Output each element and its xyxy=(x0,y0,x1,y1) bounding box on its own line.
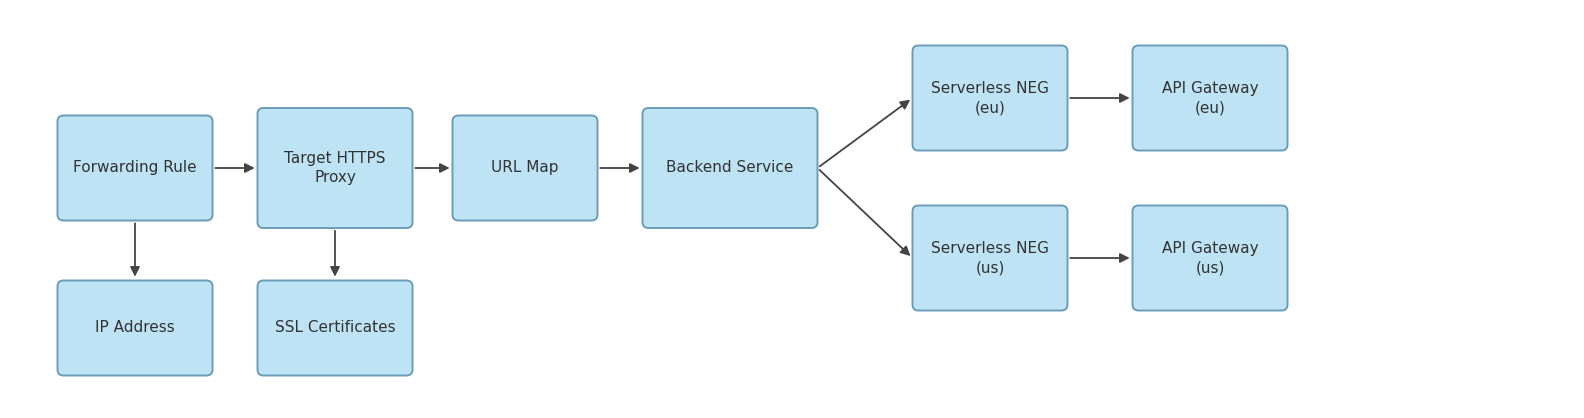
Text: Serverless NEG
(us): Serverless NEG (us) xyxy=(931,241,1049,275)
FancyBboxPatch shape xyxy=(258,108,412,228)
FancyBboxPatch shape xyxy=(1133,206,1288,311)
Text: API Gateway
(eu): API Gateway (eu) xyxy=(1161,81,1258,115)
FancyBboxPatch shape xyxy=(258,280,412,375)
Text: IP Address: IP Address xyxy=(95,321,174,336)
FancyBboxPatch shape xyxy=(57,115,212,221)
Text: URL Map: URL Map xyxy=(491,161,559,176)
Text: Serverless NEG
(eu): Serverless NEG (eu) xyxy=(931,81,1049,115)
FancyBboxPatch shape xyxy=(643,108,817,228)
Text: SSL Certificates: SSL Certificates xyxy=(274,321,396,336)
Text: Target HTTPS
Proxy: Target HTTPS Proxy xyxy=(284,150,386,186)
FancyBboxPatch shape xyxy=(912,46,1068,150)
FancyBboxPatch shape xyxy=(912,206,1068,311)
Text: Backend Service: Backend Service xyxy=(667,161,794,176)
FancyBboxPatch shape xyxy=(453,115,597,221)
Text: API Gateway
(us): API Gateway (us) xyxy=(1161,241,1258,275)
FancyBboxPatch shape xyxy=(1133,46,1288,150)
Text: Forwarding Rule: Forwarding Rule xyxy=(73,161,196,176)
FancyBboxPatch shape xyxy=(57,280,212,375)
